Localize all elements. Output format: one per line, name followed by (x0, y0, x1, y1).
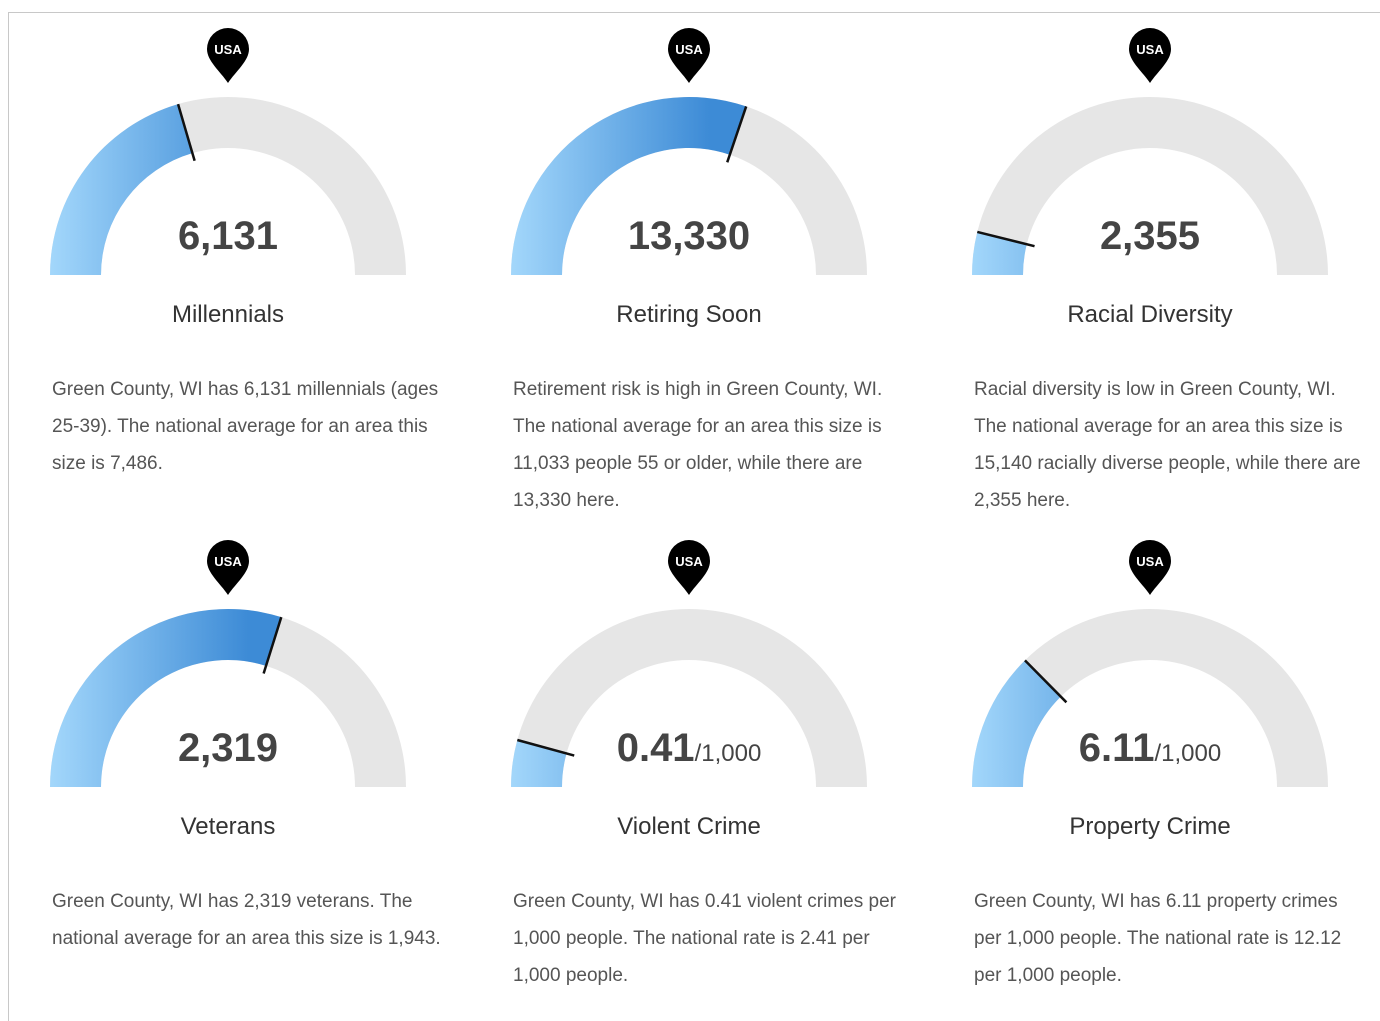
value-arc (511, 739, 567, 787)
frame (8, 12, 1380, 1021)
value-arc (972, 231, 1027, 275)
value: 2,319 (178, 726, 278, 770)
reference-pin: USA (668, 28, 710, 83)
value-arc (50, 104, 193, 275)
gauge-title: Racial Diversity (1067, 301, 1232, 328)
gauge: USA 2,319 Veterans (50, 540, 406, 840)
track (511, 609, 867, 787)
pin-label: USA (1136, 42, 1164, 57)
value-text: 6.11/1,000 (1079, 726, 1221, 770)
pin-label: USA (1136, 554, 1164, 569)
value-arc (511, 96, 747, 275)
description: Retirement risk is high in Green County,… (513, 379, 883, 511)
value: 6.11 (1079, 726, 1155, 770)
track (972, 97, 1328, 275)
gauge: USA 6,131 Millennials (50, 28, 406, 328)
gauge: USA 0.41/1,000 Violent Crime (511, 540, 867, 840)
value-text: 2,355 (1100, 214, 1200, 258)
gauge-title: Millennials (172, 301, 284, 328)
pin-shape (668, 28, 710, 83)
pin-shape (207, 28, 249, 83)
pin-shape (1129, 28, 1171, 83)
pin-shape (1129, 540, 1171, 595)
reference-pin: USA (207, 28, 249, 83)
pin-label: USA (675, 42, 703, 57)
unit: /1,000 (695, 740, 762, 767)
pin-shape (668, 540, 710, 595)
value-text: 0.41/1,000 (617, 726, 762, 770)
needle (976, 230, 1035, 248)
needle (516, 738, 575, 757)
description: Racial diversity is low in Green County,… (974, 379, 1361, 511)
pin-shape (207, 540, 249, 595)
reference-pin: USA (1129, 28, 1171, 83)
description: Green County, WI has 0.41 violent crimes… (513, 891, 896, 986)
value: 2,355 (1100, 214, 1200, 258)
value: 6,131 (178, 214, 278, 258)
needle (262, 616, 283, 674)
gauge-title: Retiring Soon (616, 301, 761, 328)
value: 0.41 (617, 726, 695, 770)
needle (176, 103, 196, 162)
gauge-title: Violent Crime (617, 813, 761, 840)
gauge: USA 6.11/1,000 Property Crime (972, 540, 1328, 840)
value-arc (972, 660, 1061, 787)
description: Green County, WI has 6,131 millennials (… (52, 379, 439, 474)
gauge: USA 13,330 Retiring Soon (511, 28, 867, 328)
gauge-title: Property Crime (1069, 813, 1230, 840)
value: 13,330 (628, 214, 750, 258)
needle (1024, 659, 1068, 704)
gauge-title: Veterans (181, 813, 276, 840)
description: Green County, WI has 2,319 veterans. The… (52, 891, 441, 949)
pin-label: USA (675, 554, 703, 569)
reference-pin: USA (1129, 540, 1171, 595)
needle (726, 106, 748, 163)
value-text: 13,330 (628, 214, 750, 258)
reference-pin: USA (207, 540, 249, 595)
track (972, 609, 1328, 787)
value-text: 6,131 (178, 214, 278, 258)
value-text: 2,319 (178, 726, 278, 770)
pin-label: USA (214, 42, 242, 57)
value-arc (50, 609, 282, 787)
description: Green County, WI has 6.11 property crime… (974, 891, 1342, 986)
gauge: USA 2,355 Racial Diversity (972, 28, 1328, 328)
unit: /1,000 (1154, 740, 1221, 767)
reference-pin: USA (668, 540, 710, 595)
pin-label: USA (214, 554, 242, 569)
